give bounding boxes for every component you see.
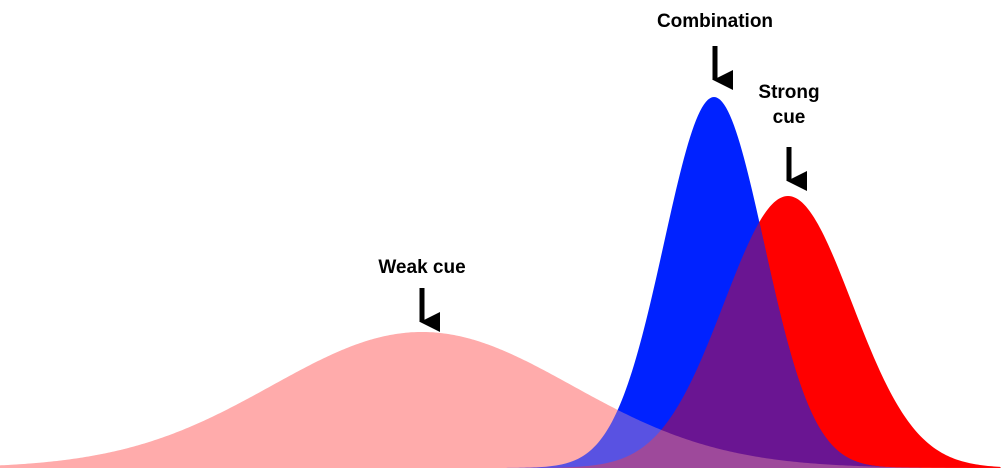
strong-cue-label: Strong	[758, 82, 819, 103]
combination-label: Combination	[657, 11, 773, 32]
overlap-region	[0, 196, 1001, 468]
weak-cue-label: Weak cue	[378, 257, 465, 278]
weak-cue-tint	[0, 332, 1001, 468]
weak-cue-curve	[0, 332, 1001, 468]
strong-cue-label: cue	[773, 107, 806, 128]
